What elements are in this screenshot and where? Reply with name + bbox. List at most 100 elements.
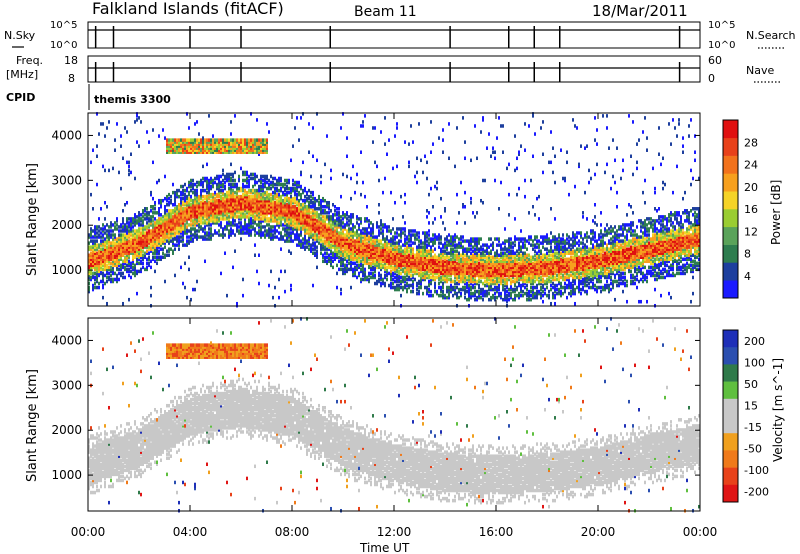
power-cell bbox=[234, 219, 236, 223]
power-cell bbox=[430, 263, 432, 268]
power-cell bbox=[364, 261, 366, 266]
power-cell bbox=[238, 211, 240, 215]
power-cell bbox=[110, 241, 112, 245]
power-cell bbox=[416, 249, 418, 253]
power-cell bbox=[438, 136, 440, 140]
power-cell bbox=[110, 243, 112, 247]
power-cell bbox=[468, 259, 470, 264]
power-cell bbox=[296, 198, 298, 203]
power-cell bbox=[120, 253, 122, 257]
power-cell bbox=[236, 188, 238, 193]
power-cell bbox=[450, 253, 452, 257]
power-cell bbox=[330, 259, 332, 264]
power-cell bbox=[360, 267, 362, 272]
power-cell bbox=[446, 285, 448, 290]
power-cell bbox=[200, 213, 202, 217]
power-cell bbox=[212, 207, 214, 211]
power-cell bbox=[90, 231, 92, 235]
power-cell bbox=[278, 207, 280, 211]
power-cell bbox=[366, 277, 368, 282]
power-cell bbox=[100, 241, 102, 245]
power-cell bbox=[350, 241, 352, 245]
power-cell bbox=[174, 142, 176, 146]
power-cell bbox=[206, 194, 208, 199]
power-cell bbox=[134, 217, 136, 221]
power-cell bbox=[418, 267, 420, 272]
power-cell bbox=[178, 221, 180, 225]
power-cell bbox=[340, 243, 342, 247]
power-cell bbox=[394, 287, 396, 292]
power-cell bbox=[284, 188, 286, 193]
power-cell bbox=[92, 275, 94, 280]
power-cell bbox=[260, 231, 262, 235]
power-cell bbox=[146, 249, 148, 253]
power-cell bbox=[254, 174, 256, 179]
power-cell bbox=[268, 198, 270, 203]
power-cell bbox=[188, 223, 190, 227]
power-cell bbox=[110, 269, 112, 274]
power-cell bbox=[196, 192, 198, 197]
power-cell bbox=[138, 269, 140, 274]
power-cell bbox=[128, 225, 130, 229]
power-cell bbox=[372, 259, 374, 264]
power-cell bbox=[306, 211, 308, 215]
power-cell bbox=[394, 255, 396, 260]
power-cell bbox=[442, 293, 444, 298]
power-cell bbox=[240, 150, 242, 154]
power-cell bbox=[434, 217, 436, 221]
power-cell bbox=[200, 190, 202, 195]
power-cell bbox=[340, 291, 342, 296]
power-cell bbox=[376, 221, 378, 225]
power-cell bbox=[322, 221, 324, 225]
power-cell bbox=[202, 136, 204, 140]
power-cell bbox=[112, 245, 114, 249]
power-cell bbox=[282, 235, 284, 239]
power-cell bbox=[294, 223, 296, 227]
power-cell bbox=[206, 178, 208, 183]
power-cell bbox=[222, 146, 224, 150]
power-cell bbox=[254, 194, 256, 199]
power-cell bbox=[380, 241, 382, 245]
power-cell bbox=[170, 219, 172, 223]
power-cell bbox=[230, 138, 232, 142]
power-cell bbox=[132, 259, 134, 264]
power-cell bbox=[104, 255, 106, 260]
power-cell bbox=[288, 178, 290, 183]
power-cell bbox=[378, 263, 380, 268]
power-cell bbox=[336, 247, 338, 251]
power-cell bbox=[344, 243, 346, 247]
power-cell bbox=[386, 229, 388, 233]
power-cell bbox=[156, 229, 158, 233]
power-cell bbox=[168, 247, 170, 251]
power-cell bbox=[284, 217, 286, 221]
power-cell bbox=[390, 251, 392, 255]
power-cell bbox=[142, 257, 144, 262]
power-cell bbox=[220, 190, 222, 195]
power-cell bbox=[468, 289, 470, 294]
power-cell bbox=[294, 188, 296, 193]
power-cell bbox=[356, 259, 358, 264]
power-cell bbox=[272, 215, 274, 219]
power-cell bbox=[304, 233, 306, 237]
power-cell bbox=[228, 211, 230, 215]
power-cell bbox=[368, 265, 370, 270]
power-cell bbox=[248, 184, 250, 189]
power-cell bbox=[280, 182, 282, 187]
power-cell bbox=[392, 239, 394, 243]
power-cell bbox=[152, 237, 154, 241]
power-cell bbox=[356, 265, 358, 270]
power-cell bbox=[428, 281, 430, 286]
power-cell bbox=[168, 200, 170, 205]
power-cell bbox=[268, 207, 270, 211]
power-cell bbox=[358, 227, 360, 231]
power-cell bbox=[90, 251, 92, 255]
power-cell bbox=[254, 192, 256, 197]
power-cell bbox=[342, 271, 344, 276]
power-cell bbox=[232, 198, 234, 203]
power-cell bbox=[220, 150, 222, 154]
power-cell bbox=[284, 213, 286, 217]
power-cell bbox=[348, 257, 350, 262]
power-cell bbox=[282, 200, 284, 205]
power-cell bbox=[138, 211, 140, 215]
power-cell bbox=[98, 267, 100, 272]
